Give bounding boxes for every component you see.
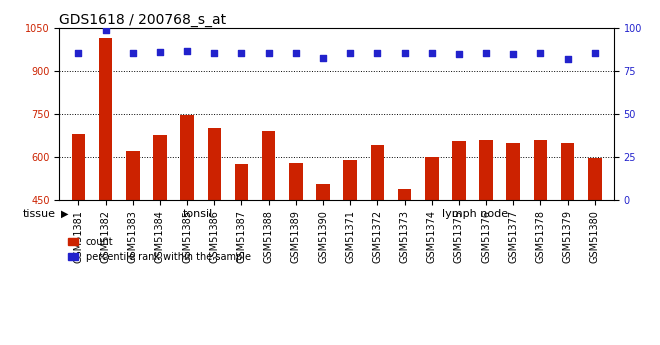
Point	[73, 51, 84, 56]
Point	[345, 50, 356, 55]
Point	[127, 51, 138, 56]
Text: lymph node: lymph node	[442, 209, 508, 219]
Bar	[452, 141, 466, 200]
Bar	[588, 158, 601, 200]
Text: tonsil: tonsil	[183, 209, 213, 219]
Point	[209, 50, 220, 55]
Bar	[153, 135, 167, 200]
Bar	[534, 140, 547, 200]
Bar	[207, 128, 221, 200]
Text: ▶: ▶	[61, 209, 68, 219]
Bar	[425, 157, 438, 200]
Bar	[180, 115, 194, 200]
Point	[372, 50, 383, 55]
Point	[453, 51, 464, 57]
Point	[508, 51, 519, 57]
Bar	[398, 189, 411, 200]
Bar	[262, 131, 275, 200]
Bar	[506, 142, 520, 200]
Point	[263, 51, 274, 56]
Point	[317, 56, 328, 61]
Point	[290, 51, 301, 56]
Text: tissue: tissue	[23, 209, 56, 219]
Point	[399, 50, 410, 55]
Point	[236, 51, 247, 56]
Legend: count, percentile rank within the sample: count, percentile rank within the sample	[64, 233, 255, 266]
Bar	[99, 38, 112, 200]
Point	[589, 50, 600, 55]
Bar	[343, 160, 357, 200]
Bar	[561, 142, 574, 200]
Point	[480, 51, 491, 56]
Bar	[235, 164, 248, 200]
Bar	[289, 163, 303, 200]
Point	[100, 27, 111, 33]
Bar	[370, 146, 384, 200]
Bar	[479, 140, 493, 200]
Point	[426, 51, 437, 56]
Point	[535, 51, 546, 56]
Bar	[126, 151, 139, 200]
Point	[154, 49, 165, 55]
Bar	[72, 134, 85, 200]
Point	[562, 57, 573, 62]
Point	[182, 48, 193, 54]
Bar	[316, 184, 330, 200]
Text: GDS1618 / 200768_s_at: GDS1618 / 200768_s_at	[59, 12, 226, 27]
